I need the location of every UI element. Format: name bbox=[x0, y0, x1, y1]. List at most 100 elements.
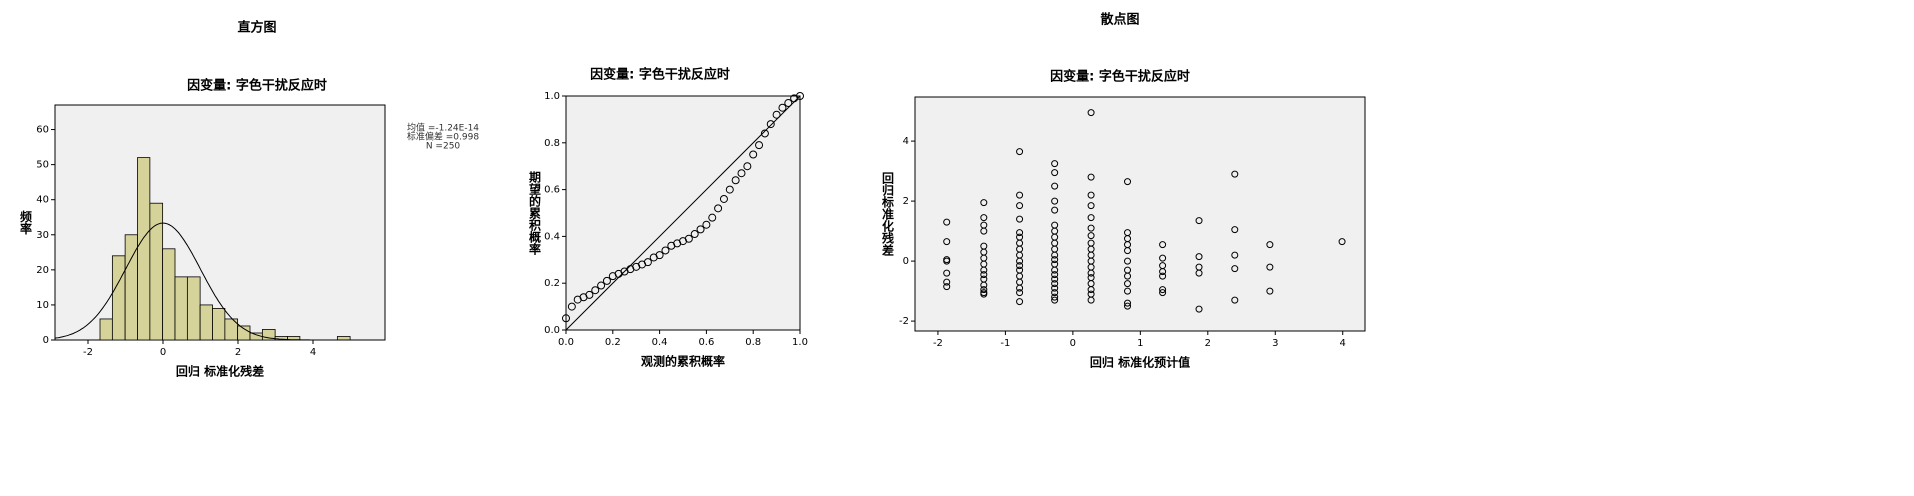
point bbox=[1124, 299, 1132, 307]
stat-text: 均值 =-1.24E-14 bbox=[407, 122, 479, 134]
point bbox=[1051, 289, 1059, 297]
y-tick-label: 20 bbox=[36, 265, 49, 276]
point bbox=[1124, 287, 1132, 295]
point bbox=[597, 281, 606, 290]
point bbox=[661, 246, 670, 255]
y-tick-label: 60 bbox=[36, 125, 49, 136]
y-tick-label: 1.0 bbox=[544, 91, 560, 102]
plot-area bbox=[914, 96, 1366, 332]
x-axis-label: 观测的累积概率 bbox=[641, 354, 725, 369]
point bbox=[719, 194, 728, 203]
y-axis-label: 期望的累积概率 bbox=[528, 170, 542, 256]
bar bbox=[212, 308, 226, 341]
point bbox=[1159, 289, 1167, 297]
point bbox=[725, 185, 734, 194]
point bbox=[980, 290, 988, 298]
y-tick-label: 10 bbox=[36, 300, 49, 311]
point bbox=[749, 150, 758, 159]
y-tick-label: 0.0 bbox=[544, 325, 560, 336]
x-tick-label: -2 bbox=[933, 338, 943, 349]
point bbox=[1016, 191, 1024, 199]
point bbox=[1124, 247, 1132, 255]
y-axis-label: 回归标准化残差 bbox=[881, 172, 895, 256]
point bbox=[980, 271, 988, 279]
point bbox=[1051, 206, 1059, 214]
point bbox=[1087, 214, 1095, 222]
x-tick-label: 2 bbox=[235, 347, 241, 358]
point bbox=[1195, 217, 1203, 225]
bar bbox=[186, 276, 201, 341]
point bbox=[655, 251, 664, 260]
x-axis-label: 回归 标准化预计值 bbox=[1090, 355, 1190, 370]
point bbox=[1231, 296, 1239, 304]
point bbox=[1231, 251, 1239, 259]
point bbox=[943, 269, 951, 277]
x-tick-label: 0.6 bbox=[698, 337, 714, 348]
point bbox=[591, 286, 600, 295]
point bbox=[1016, 284, 1024, 292]
point bbox=[1124, 178, 1132, 186]
point bbox=[1195, 253, 1203, 261]
x-tick-label: 0.4 bbox=[652, 337, 668, 348]
normal-curve bbox=[54, 222, 385, 341]
point bbox=[1087, 232, 1095, 240]
y-tick-label: 0.8 bbox=[544, 138, 560, 149]
point bbox=[567, 302, 576, 311]
point bbox=[1051, 197, 1059, 205]
x-tick-label: 0 bbox=[160, 347, 166, 358]
stat-text: N =250 bbox=[426, 142, 461, 152]
point bbox=[1231, 226, 1239, 234]
point bbox=[943, 257, 951, 265]
point bbox=[1051, 280, 1059, 288]
x-tick-label: 0.2 bbox=[605, 337, 621, 348]
point bbox=[585, 290, 594, 299]
point bbox=[1016, 215, 1024, 223]
point bbox=[1051, 169, 1059, 177]
x-tick-label: 0.0 bbox=[558, 337, 574, 348]
point bbox=[784, 99, 793, 108]
y-tick-label: 0.4 bbox=[544, 231, 560, 242]
point bbox=[980, 286, 988, 294]
plot-area bbox=[54, 104, 386, 341]
point bbox=[1231, 265, 1239, 273]
chart-title: 散点图 bbox=[1100, 12, 1139, 28]
point bbox=[1087, 296, 1095, 304]
bar bbox=[111, 255, 126, 341]
y-tick-label: 0 bbox=[903, 256, 909, 267]
point bbox=[1159, 254, 1167, 262]
bar bbox=[137, 157, 151, 341]
point bbox=[702, 220, 711, 229]
x-tick-label: 1 bbox=[1137, 338, 1143, 349]
point bbox=[1087, 202, 1095, 210]
point bbox=[980, 281, 988, 289]
point bbox=[1051, 256, 1059, 264]
point bbox=[737, 169, 746, 178]
point bbox=[1195, 305, 1203, 313]
point bbox=[1124, 280, 1132, 288]
y-axis-label: 频率 bbox=[19, 209, 33, 235]
chart-subtitle: 因变量: 字色干扰反应时 bbox=[590, 67, 730, 83]
bar bbox=[99, 318, 113, 341]
point bbox=[1087, 286, 1095, 294]
x-axis-label: 回归 标准化残差 bbox=[176, 364, 264, 379]
point bbox=[731, 176, 740, 185]
y-tick-label: 0.2 bbox=[544, 278, 560, 289]
chart-title: 直方图 bbox=[237, 20, 276, 36]
point bbox=[1159, 241, 1167, 249]
bar bbox=[261, 329, 276, 341]
point bbox=[943, 283, 951, 291]
point bbox=[1016, 298, 1024, 306]
point bbox=[1159, 272, 1167, 280]
point bbox=[760, 129, 769, 138]
point bbox=[1016, 202, 1024, 210]
x-tick-label: 4 bbox=[1340, 338, 1346, 349]
point bbox=[1087, 191, 1095, 199]
point bbox=[690, 230, 699, 239]
y-tick-label: -2 bbox=[899, 316, 909, 327]
point bbox=[1087, 173, 1095, 181]
bar bbox=[174, 276, 188, 341]
y-tick-label: 0.6 bbox=[544, 185, 560, 196]
chart-subtitle: 因变量: 字色干扰反应时 bbox=[1050, 69, 1190, 85]
bar bbox=[336, 336, 351, 341]
point bbox=[1051, 275, 1059, 283]
